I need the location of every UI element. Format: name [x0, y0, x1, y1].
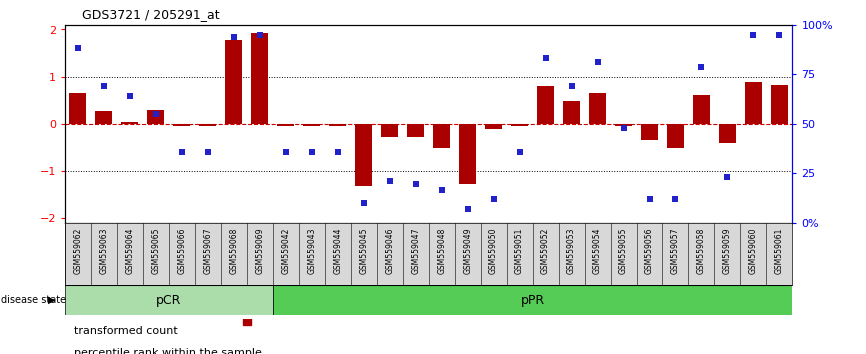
Point [279, 149, 293, 155]
Text: GSM559054: GSM559054 [593, 228, 602, 274]
Point [669, 196, 682, 202]
Point [97, 83, 111, 89]
Bar [303, 124, 320, 126]
Bar [771, 85, 788, 124]
Bar [95, 111, 113, 124]
Bar [381, 124, 398, 137]
Bar [667, 124, 684, 148]
Point [487, 196, 501, 202]
Text: GSM559069: GSM559069 [255, 228, 264, 274]
Text: disease state: disease state [1, 295, 66, 305]
Text: GSM559060: GSM559060 [749, 228, 758, 274]
Bar [225, 40, 242, 124]
Bar [251, 33, 268, 124]
Text: GSM559051: GSM559051 [515, 228, 524, 274]
Bar [273, 285, 792, 315]
Bar [65, 285, 273, 315]
Bar [459, 124, 476, 184]
Point [409, 182, 423, 187]
Bar [693, 95, 710, 124]
Bar [641, 124, 658, 141]
Text: GSM559046: GSM559046 [385, 228, 394, 274]
Point [565, 83, 578, 89]
Point [461, 206, 475, 212]
Text: GSM559063: GSM559063 [100, 228, 108, 274]
Point [227, 34, 241, 40]
Point [305, 149, 319, 155]
Point [71, 46, 85, 51]
Point [357, 200, 371, 206]
Point [643, 196, 656, 202]
Bar [537, 86, 554, 124]
Text: GSM559052: GSM559052 [541, 228, 550, 274]
Point [591, 59, 604, 64]
Point [746, 32, 760, 38]
Text: GSM559042: GSM559042 [281, 228, 290, 274]
Text: GSM559066: GSM559066 [178, 228, 186, 274]
Point [331, 149, 345, 155]
Point [513, 149, 527, 155]
Text: GSM559064: GSM559064 [126, 228, 134, 274]
Text: GSM559056: GSM559056 [645, 228, 654, 274]
Text: GSM559062: GSM559062 [74, 228, 82, 274]
Text: ▶: ▶ [48, 295, 55, 305]
Text: GSM559055: GSM559055 [619, 228, 628, 274]
Bar [563, 101, 580, 124]
Bar [615, 124, 632, 126]
Point [383, 178, 397, 183]
Bar [147, 110, 165, 124]
Text: GSM559050: GSM559050 [489, 228, 498, 274]
Point [175, 149, 189, 155]
Text: GSM559044: GSM559044 [333, 228, 342, 274]
Bar [745, 82, 762, 124]
Point [539, 55, 553, 61]
Bar [199, 124, 216, 126]
Text: GSM559067: GSM559067 [204, 228, 212, 274]
Text: GSM559047: GSM559047 [411, 228, 420, 274]
Text: GSM559049: GSM559049 [463, 228, 472, 274]
Bar [485, 124, 502, 129]
Text: GDS3721 / 205291_at: GDS3721 / 205291_at [82, 8, 220, 21]
Text: GSM559059: GSM559059 [723, 228, 732, 274]
Bar [433, 124, 450, 148]
Bar [69, 93, 87, 124]
Text: GSM559048: GSM559048 [437, 228, 446, 274]
Text: GSM559043: GSM559043 [307, 228, 316, 274]
Text: pPR: pPR [520, 293, 545, 307]
Point [617, 125, 630, 131]
Point [201, 149, 215, 155]
Point [149, 112, 163, 117]
Text: GSM559057: GSM559057 [671, 228, 680, 274]
Bar [719, 124, 736, 143]
Text: GSM559058: GSM559058 [697, 228, 706, 274]
Point [772, 32, 786, 38]
Text: GSM559045: GSM559045 [359, 228, 368, 274]
Bar [121, 122, 139, 124]
Bar [173, 124, 191, 126]
Bar [511, 124, 528, 126]
Bar [589, 93, 606, 124]
Bar [355, 124, 372, 186]
Text: transformed count: transformed count [74, 326, 178, 336]
Bar [277, 124, 294, 126]
Point [435, 187, 449, 193]
Text: GSM559065: GSM559065 [152, 228, 160, 274]
Point [253, 32, 267, 38]
Point [695, 64, 708, 70]
Bar [329, 124, 346, 126]
Bar [407, 124, 424, 137]
Text: pCR: pCR [156, 293, 182, 307]
Point [721, 174, 734, 179]
Text: GSM559068: GSM559068 [229, 228, 238, 274]
Point [123, 93, 137, 98]
Text: GSM559053: GSM559053 [567, 228, 576, 274]
Text: GSM559061: GSM559061 [775, 228, 784, 274]
Text: percentile rank within the sample: percentile rank within the sample [74, 348, 262, 354]
